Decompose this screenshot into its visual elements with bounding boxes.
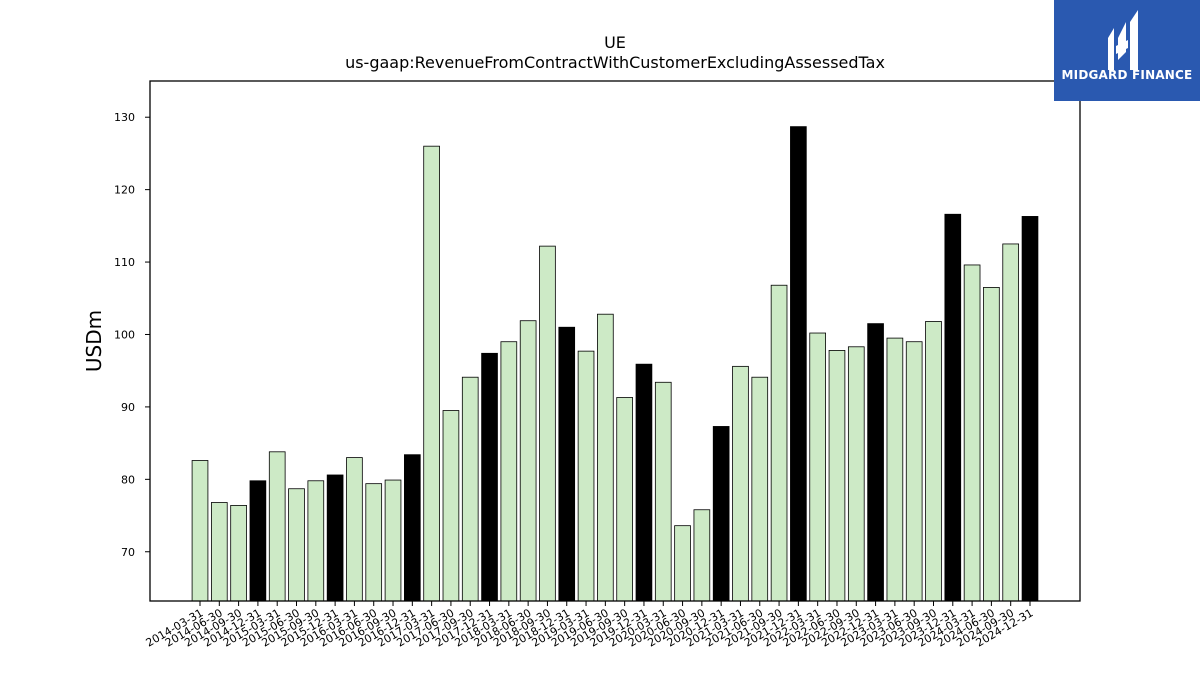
chart-title: UE (604, 33, 626, 52)
plot-frame (149, 80, 1081, 602)
bar-2014-03-31 (191, 460, 209, 602)
bar-2014-06-30 (210, 502, 228, 602)
bar-2020-03-31 (654, 381, 672, 602)
y-tick-label: 70 (121, 546, 135, 559)
bar-2021-03-31 (732, 365, 749, 602)
bar-2020-09-30 (693, 509, 711, 602)
bar-2015-03-31 (268, 451, 286, 602)
bar-2017-06-30 (442, 410, 460, 602)
chart-subtitle: us-gaap:RevenueFromContractWithCustomerE… (345, 53, 885, 72)
x-axis-ticks: 2014-03-312014-06-302014-09-302014-12-31… (144, 601, 1036, 650)
y-tick-label: 90 (121, 401, 135, 414)
y-axis-ticks: 70 80 90 100 110 120 130 (114, 111, 150, 559)
bar-2021-12-31 (790, 126, 807, 602)
y-axis-label: USDm (82, 310, 106, 372)
bar-2024-12-31 (1021, 216, 1039, 602)
bar-2014-12-31 (249, 480, 267, 602)
bar-2021-06-30 (751, 376, 769, 602)
bar-2018-12-31 (558, 326, 576, 602)
bar-2019-03-31 (577, 350, 595, 602)
bar-2016-09-30 (384, 479, 402, 602)
bar-2016-03-31 (346, 457, 363, 602)
y-tick-label: 130 (114, 111, 135, 124)
bar-2015-12-31 (326, 474, 344, 602)
bar-2024-03-31 (963, 264, 981, 602)
bar-2018-03-31 (500, 341, 518, 602)
y-tick-label: 100 (114, 328, 135, 341)
midgard-finance-logo: MIDGARD FINANCE (1054, 0, 1200, 101)
bar-2023-09-30 (925, 321, 942, 602)
brand-name: MIDGARD FINANCE (1061, 68, 1193, 82)
bar-2022-03-31 (809, 332, 826, 602)
bar-2015-09-30 (307, 480, 325, 602)
bar-2022-12-31 (867, 323, 884, 602)
bar-2023-12-31 (944, 213, 962, 602)
bars-group (191, 126, 1039, 602)
bar-2023-06-30 (905, 341, 923, 602)
bar-2014-09-30 (230, 504, 247, 602)
bar-2016-06-30 (365, 483, 383, 602)
bar-2020-12-31 (712, 426, 730, 602)
midgard-logo-mark-icon (1108, 10, 1138, 70)
bar-2024-06-30 (983, 287, 1000, 602)
y-tick-label: 80 (121, 473, 135, 486)
bar-2016-12-31 (404, 454, 421, 602)
bar-2022-09-30 (847, 346, 865, 602)
bar-2017-03-31 (423, 145, 440, 602)
y-tick-label: 120 (114, 184, 135, 197)
bar-2024-09-30 (1002, 243, 1020, 602)
bar-2018-09-30 (539, 245, 556, 602)
y-tick-label: 110 (114, 256, 135, 269)
bar-2020-06-30 (674, 525, 691, 602)
bar-2015-06-30 (288, 488, 305, 602)
bar-2017-09-30 (461, 376, 479, 602)
bar-2017-12-31 (481, 352, 498, 602)
bar-2018-06-30 (519, 320, 537, 602)
bar-2019-12-31 (635, 363, 653, 602)
bar-2021-09-30 (770, 284, 788, 602)
bar-2019-06-30 (597, 313, 614, 602)
bar-2022-06-30 (828, 350, 846, 602)
bar-2023-03-31 (886, 337, 904, 602)
bar-2019-09-30 (616, 397, 633, 602)
